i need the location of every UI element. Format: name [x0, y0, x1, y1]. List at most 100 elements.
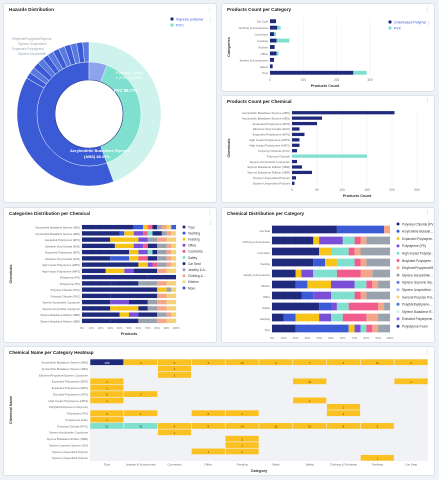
x-tick-label: 70%	[352, 336, 358, 340]
bar-segment	[114, 243, 134, 249]
bar-segment	[166, 287, 172, 292]
y-tick-label: Expanded Polystyrene (EPS)	[52, 380, 88, 384]
bar	[270, 19, 276, 24]
legend-label: Teething	[188, 231, 200, 235]
heatmap-cell-value: 51	[105, 425, 109, 429]
bar-segment	[354, 247, 361, 256]
x-tick-label: 0	[269, 78, 271, 82]
bar-segment	[319, 236, 343, 245]
y-tick-label: Ethylene-Vinyl Acetate (EVA)	[253, 127, 290, 131]
x-tick-label: Clothing & Footwear	[330, 463, 357, 467]
x-tick-label: 50%	[126, 326, 132, 330]
heatmap-cell	[326, 403, 361, 410]
y-tick-label: Polystyrene (PS)	[67, 412, 88, 416]
x-tick-label: Teething	[372, 463, 384, 467]
legend-pager-icon: ⋮	[426, 21, 431, 27]
legend-swatch	[170, 23, 174, 27]
bar-segment	[152, 224, 158, 230]
y-tick-label: Poly(Methylstyrene-co-Styrene)	[49, 405, 88, 409]
bar-segment	[82, 299, 111, 305]
cat-dist-chart: 0% 10% 20% 30% 40% 50% 60% 70% 80% 90% 100% Acrylon…	[9, 220, 213, 336]
legend-label: Styrene Isoprene Sty...	[402, 281, 434, 285]
legend-pager-icon: ⋮	[426, 220, 431, 226]
x-tick-label: 100%	[172, 326, 180, 330]
y-tick-label: Teething	[260, 317, 271, 321]
legend-label: High Impact Polystyr...	[402, 252, 434, 256]
heatmap-cell	[259, 359, 293, 366]
y-tick-label: Car Seat	[257, 20, 269, 24]
y-tick-label: Acrylonitrile Butadiene Styrene (ABS)	[242, 116, 290, 120]
kebab-menu-icon[interactable]: ⋮	[425, 6, 430, 12]
legend-label: Styrene Unspecified ...	[402, 288, 434, 292]
heatmap-cell-value: 2	[343, 405, 345, 409]
x-tick-label: 80%	[154, 326, 160, 330]
y-tick-label: Styrene Acrylonitrile Copolymer	[43, 301, 81, 305]
x-tick-label: Cosmetics	[167, 463, 182, 467]
heatmap-cell-value: 1	[376, 456, 378, 460]
heatmap-cell-value: 2	[241, 450, 243, 454]
bar	[292, 181, 295, 185]
donut-label: Styrene Unspecified	[18, 42, 47, 46]
x-tick-label: 90%	[164, 326, 170, 330]
legend-swatch	[396, 229, 400, 233]
y-tick-label: Clothing & Accessories	[238, 26, 268, 30]
bar-segment	[354, 291, 361, 300]
donut-label: (ABS) 38.31%	[84, 154, 110, 159]
bar-segment	[272, 324, 296, 333]
y-axis-title: Chemicals	[9, 265, 13, 284]
bar-segment	[354, 324, 361, 333]
bar	[270, 38, 277, 43]
x-tick-label: Jewelry & Accessories	[126, 463, 156, 467]
heatmap-cell-value: 8	[343, 425, 345, 429]
legend-swatch	[182, 225, 186, 229]
heatmap-cell-value: 9	[106, 412, 108, 416]
bar-segment	[336, 302, 349, 311]
bar-segment	[143, 224, 148, 230]
heatmap-cell-value: 2	[140, 361, 142, 365]
y-tick-label: Styrene Butadiene Rubber (SBR)	[247, 171, 290, 175]
heatmap-cell	[90, 359, 124, 366]
bar-segment	[82, 268, 106, 274]
heatmap-cell-value: 3	[376, 425, 378, 429]
heatmap-cell-value: 1	[309, 399, 311, 403]
bar	[292, 111, 395, 115]
bar-segment	[166, 299, 176, 305]
x-tick-label: 20%	[293, 336, 299, 340]
legend-label: General Purpose Pol...	[402, 295, 434, 299]
y-tick-label: Polystyrene (PS)	[60, 276, 80, 280]
bar-segment	[157, 293, 167, 299]
legend-swatch	[182, 243, 186, 247]
kebab-menu-icon[interactable]: ⋮	[425, 210, 430, 216]
bar-segment	[138, 312, 158, 317]
x-tick-label: 50%	[328, 336, 334, 340]
y-tick-label: Ethylene-Vinyl Acetate (EVA)	[45, 257, 80, 261]
bar-segment	[138, 262, 148, 267]
heatmap-cell-value: 36	[139, 425, 143, 429]
y-tick-label: Polyvinyl Chloride (PVC)	[51, 288, 81, 292]
kebab-menu-icon[interactable]: ⋮	[425, 349, 430, 355]
donut-hole-border	[54, 79, 124, 149]
heatmap-cell-value: 10	[240, 361, 244, 365]
kebab-menu-icon[interactable]: ⋮	[425, 98, 430, 104]
hazards-donut-chart: PVC 88.77% Polyvinyl Chloride (PVC) 44.53…	[12, 17, 213, 187]
y-tick-label: Toys	[262, 71, 268, 75]
legend-swatch	[396, 295, 400, 299]
bar-segment	[82, 249, 129, 255]
legend-label: Toys	[188, 225, 195, 229]
bar-segment	[147, 274, 176, 280]
y-tick-label: Acrylonitrile Butadiene Styrene (ABS)	[242, 111, 290, 115]
bar	[270, 45, 275, 49]
x-tick-label: 60%	[340, 336, 346, 340]
bar-segment	[166, 312, 172, 317]
bar-segment	[147, 231, 153, 236]
heatmap-cell-value: 2	[140, 393, 142, 397]
x-tick-label: 0%	[270, 336, 275, 340]
kebab-menu-icon[interactable]: ⋮	[207, 6, 212, 12]
bar-segment	[129, 312, 139, 317]
bar-segment	[110, 306, 139, 311]
bar-segment	[171, 256, 176, 261]
kebab-menu-icon[interactable]: ⋮	[207, 210, 212, 216]
legend-label: Ethylene/Propylene/M...	[402, 266, 435, 270]
legend-swatch	[388, 26, 392, 30]
y-tick-label: Styrene Unspecified Polymer	[253, 181, 290, 185]
